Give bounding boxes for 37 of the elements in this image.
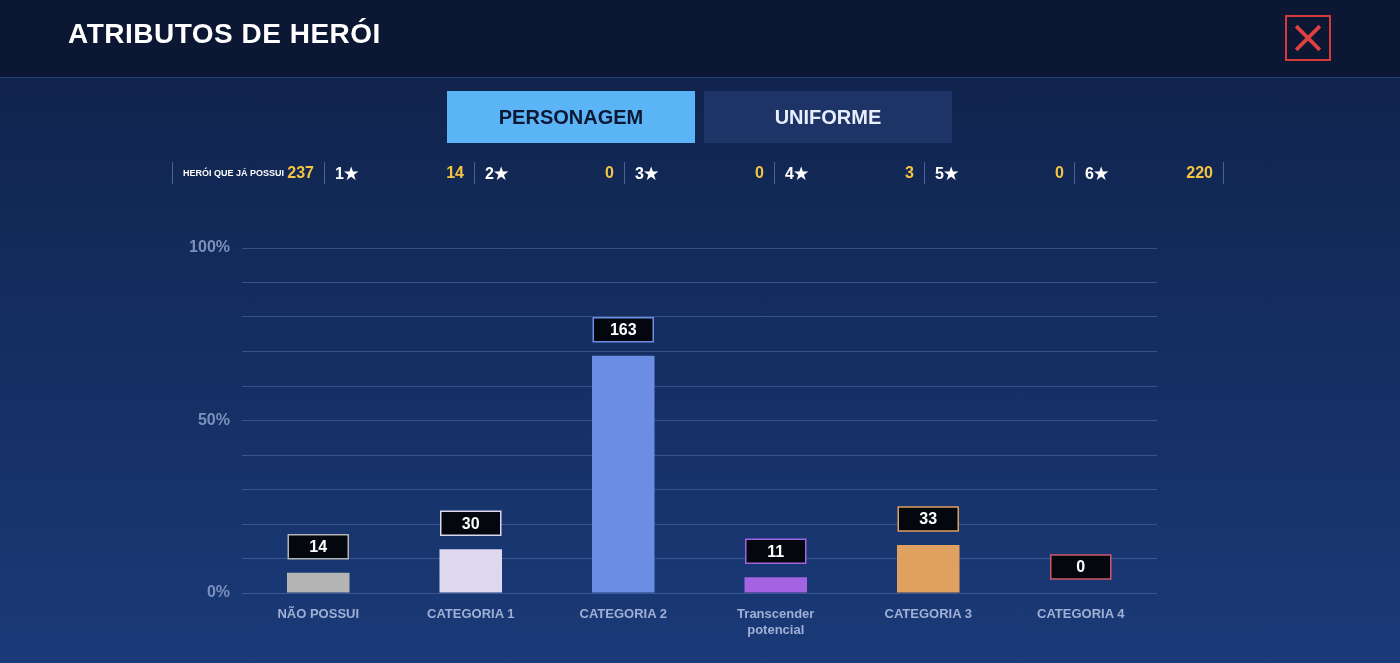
text: 4★ <box>785 163 808 183</box>
chart-title: ATRIBUTOS DE HERÓI <box>68 18 381 50</box>
bar <box>286 572 350 593</box>
y-tick-label: 0% <box>206 583 230 601</box>
x-tick-label: CATEGORIA 2 <box>579 606 667 622</box>
annotation: 14 <box>309 538 328 556</box>
text: 5★ <box>935 163 958 183</box>
text: 220 <box>1186 164 1213 182</box>
annotation: 163 <box>609 321 637 339</box>
x-tick-label: NÃO POSSUI <box>277 606 360 622</box>
text: 0 <box>1055 164 1064 182</box>
annotation: 30 <box>461 514 480 532</box>
x-tick-label: CATEGORIA 3 <box>884 606 972 622</box>
text: 237 <box>287 164 314 182</box>
text: 0 <box>755 164 764 182</box>
x-tick-label: Transcender potencial <box>737 606 815 637</box>
text: 1★ <box>335 163 358 183</box>
text: 6★ <box>1085 163 1108 183</box>
text: 3★ <box>635 163 658 183</box>
bar <box>896 545 960 593</box>
text: 2★ <box>485 163 508 183</box>
text: 0 <box>605 164 614 182</box>
bar <box>744 577 808 593</box>
bar <box>591 355 655 593</box>
y-tick-label: 50% <box>197 410 230 428</box>
x-tick-label: CATEGORIA 4 <box>1037 606 1126 622</box>
annotation: 33 <box>919 510 938 528</box>
text: UNIFORME <box>704 91 952 143</box>
text: 3 <box>905 164 914 182</box>
text: 14 <box>446 164 464 182</box>
text: PERSONAGEM <box>447 91 695 143</box>
annotation: 0 <box>1076 558 1086 576</box>
x-tick-label: CATEGORIA 1 <box>427 606 515 622</box>
annotation: 11 <box>767 542 785 560</box>
text: HERÓI QUE JÁ POSSUI <box>183 168 285 178</box>
bar <box>439 549 503 593</box>
y-tick-label: 100% <box>189 238 230 256</box>
